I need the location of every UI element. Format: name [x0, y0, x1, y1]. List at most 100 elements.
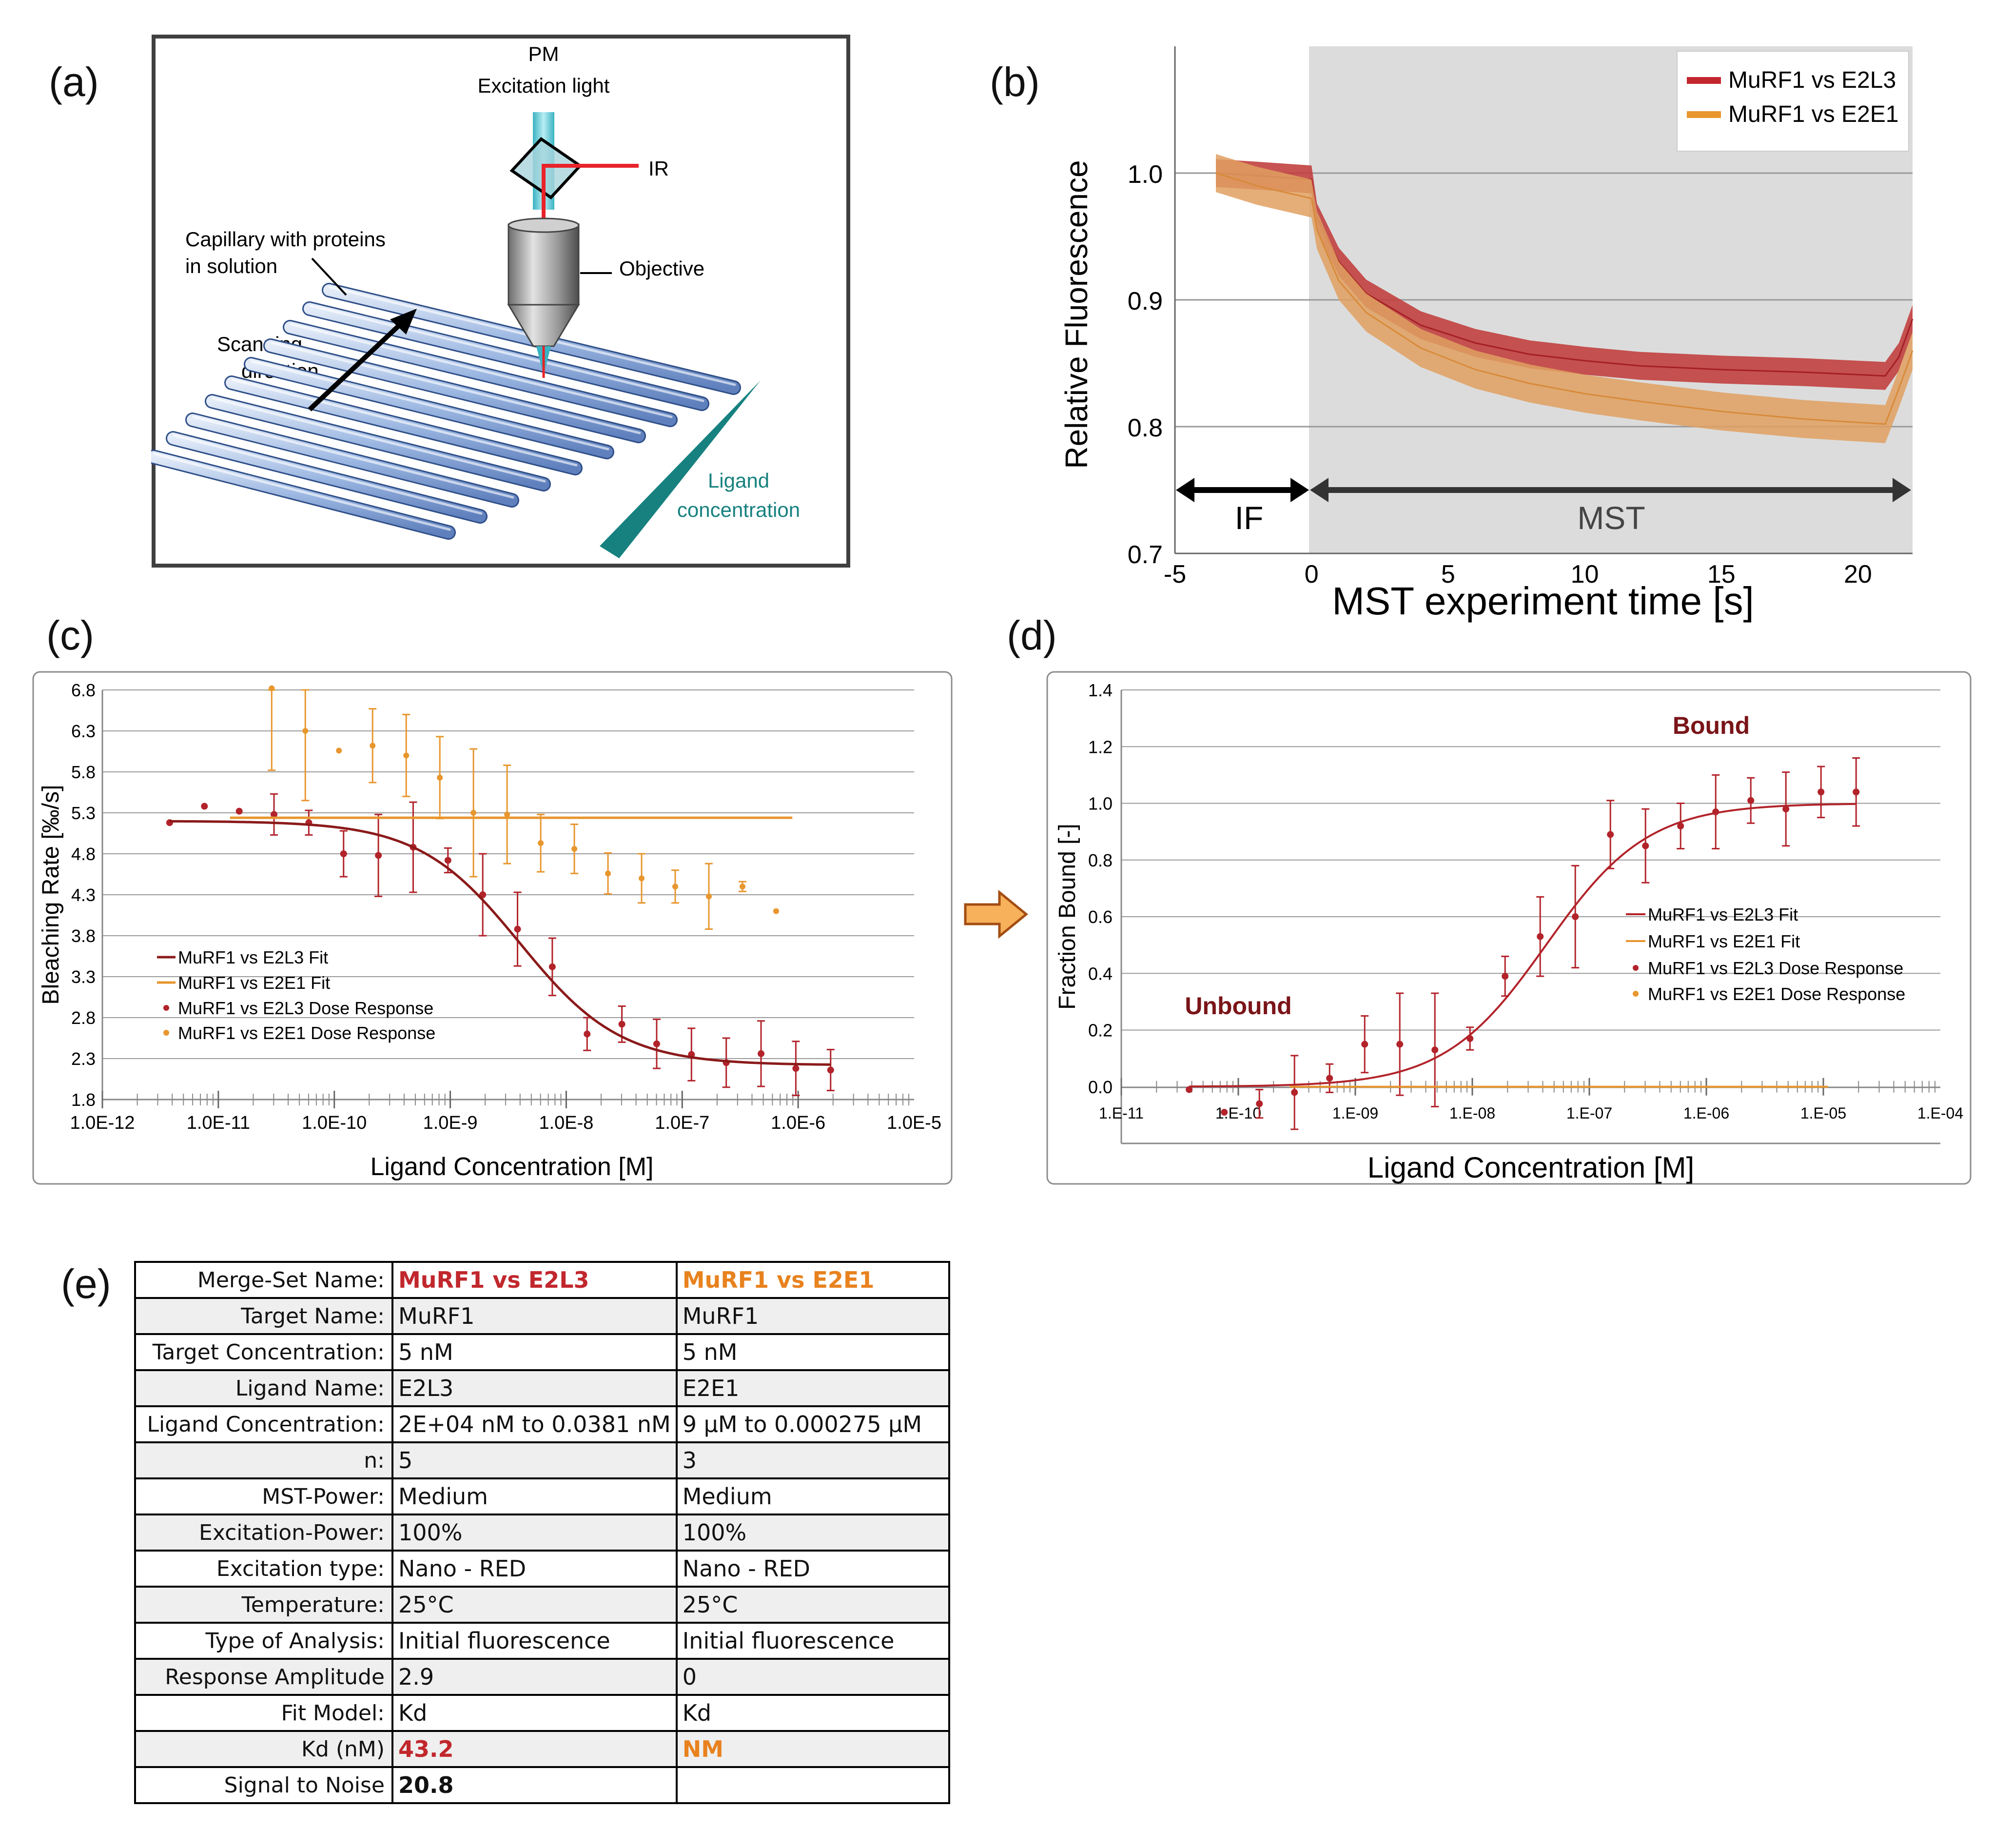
bound-annotation: Bound [1673, 712, 1750, 739]
table-cell-e2l3: Initial fluorescence [391, 1622, 678, 1660]
table-row: MST-Power: Medium Medium [134, 1477, 950, 1515]
parameters-table: Merge-Set Name: MuRF1 vs E2L3 MuRF1 vs E2E… [134, 1261, 950, 1804]
chart-b-xtick: 5 [1441, 560, 1455, 589]
table-row: Excitation type: Nano - RED Nano - RED [134, 1550, 950, 1588]
chart-c-legend: MuRF1 vs E2L3 Fit MuRF1 vs E2E1 Fit MuRF… [157, 947, 435, 1043]
chart-d-xtick: 1.E-07 [1566, 1104, 1612, 1122]
chart-c-xtick: 1.0E-6 [771, 1113, 825, 1133]
objective-tip [507, 304, 580, 347]
chart-b-legend [1677, 51, 1909, 152]
capillary-label-1: Capillary with proteins [185, 228, 386, 251]
data-point-e2e1 [705, 893, 712, 900]
panel-label-a: (a) [49, 59, 99, 105]
chart-d-xtick: 1.E-04 [1917, 1104, 1963, 1122]
data-point-e2l3 [792, 1065, 800, 1072]
chart-c-ytick: 1.8 [71, 1090, 96, 1110]
table-cell-e2l3: 2.9 [391, 1658, 678, 1696]
table-cell-e2l3: Medium [391, 1477, 678, 1515]
table-row-label: Merge-Set Name: [134, 1261, 393, 1299]
chart-d-ytick: 0.4 [1088, 963, 1113, 983]
table-row: Ligand Name: E2L3 E2E1 [134, 1369, 950, 1407]
chart-d-ytick: 0.8 [1088, 850, 1113, 870]
legend-d-e2l3-fit: MuRF1 vs E2L3 Fit [1648, 904, 1798, 924]
data-point-e2l3 [1186, 1086, 1193, 1093]
data-point-e2e1 [403, 752, 410, 759]
data-point-e2l3 [235, 807, 243, 815]
objective-label: Objective [619, 257, 704, 280]
data-point-e2e1 [470, 810, 477, 816]
data-point-e2e1 [739, 884, 745, 890]
chart-c-ytick: 3.8 [71, 926, 96, 946]
table-row: Kd (nM) 43.2 NM [134, 1730, 950, 1768]
data-point-e2e1 [571, 845, 578, 852]
data-point-e2l3 [618, 1021, 625, 1028]
table-row-label: Ligand Name: [134, 1369, 393, 1407]
table-cell-e2e1: 100% [675, 1514, 950, 1552]
chart-c-bleaching-rate: 1.8 2.3 2.8 3.3 3.8 4.3 4.8 5.3 5.8 6.3 6.8 1.0E-1… [32, 671, 953, 1185]
data-point-e2l3 [479, 891, 487, 898]
table-cell-e2l3: 2E+04 nM to 0.0381 nM [391, 1405, 678, 1443]
table-cell-e2l3: MuRF1 vs E2L3 [391, 1261, 678, 1299]
table-cell-e2e1: 5 nM [675, 1333, 950, 1371]
table-cell-e2e1: E2E1 [675, 1369, 950, 1407]
ir-laser-path [542, 164, 639, 239]
chart-d-legend: MuRF1 vs E2L3 Fit MuRF1 vs E2E1 Fit MuRF… [1626, 904, 1905, 1004]
table-cell-e2e1: Medium [675, 1477, 950, 1515]
table-row-label: Target Concentration: [134, 1333, 393, 1371]
data-point-e2e1 [672, 884, 679, 890]
table-row-label: Response Amplitude [134, 1658, 393, 1696]
table-row-label: Excitation-Power: [134, 1514, 393, 1552]
table-cell-e2e1: MuRF1 vs E2E1 [675, 1261, 950, 1299]
capillary-pointer-line [311, 257, 347, 296]
data-point-e2l3 [271, 811, 278, 818]
table-row: Excitation-Power: 100% 100% [134, 1514, 950, 1552]
data-point-e2l3 [758, 1050, 765, 1057]
table-row-label: Target Name: [134, 1297, 393, 1335]
table-row: Fit Model: Kd Kd [134, 1694, 950, 1732]
chart-c-xtick: 1.0E-11 [187, 1113, 250, 1133]
chart-c-xtick: 1.0E-8 [539, 1113, 593, 1133]
mst-setup-diagram: PM Excitation light IR Capillary with pr… [151, 35, 850, 568]
data-point-e2l3 [1677, 823, 1684, 829]
legend-c-e2l3-dose: MuRF1 vs E2L3 Dose Response [178, 998, 433, 1018]
table-row: Target Concentration: 5 nM 5 nM [134, 1333, 950, 1371]
chart-c-ytick: 4.8 [71, 844, 96, 864]
scanning-arrow-head [390, 309, 417, 334]
legend-c-e2e1-fit: MuRF1 vs E2E1 Fit [178, 973, 330, 993]
mst-label: MST [1577, 500, 1645, 536]
table-row-label: Fit Model: [134, 1694, 393, 1732]
table-cell-e2l3: MuRF1 [391, 1297, 678, 1335]
data-point-e2e1 [370, 743, 376, 749]
chart-d-ytick: 0.0 [1088, 1077, 1113, 1097]
chart-d-ytick: 1.4 [1088, 680, 1113, 700]
data-point-e2l3 [1747, 797, 1755, 804]
chart-d-fraction-bound: 0.00.20.40.60.81.01.21.4 1.E-11 1.E-10 1.E… [1046, 671, 1972, 1185]
chart-c-xtick: 1.0E-10 [302, 1113, 367, 1133]
data-point-e2e1 [605, 870, 611, 877]
table-cell-e2l3: E2L3 [391, 1369, 678, 1407]
chart-c-ytick: 2.3 [71, 1049, 96, 1069]
chart-d-ylabel: Fraction Bound [-] [1055, 824, 1080, 1010]
table-cell-e2l3: 5 [391, 1441, 678, 1479]
chart-d-xlabel: Ligand Concentration [M] [1368, 1151, 1694, 1184]
chart-d-xtick: 1.E-11 [1099, 1104, 1144, 1122]
chart-d-ytick: 1.0 [1088, 794, 1113, 814]
data-point-e2l3 [1431, 1046, 1439, 1054]
data-point-e2l3 [1361, 1041, 1368, 1048]
trace-band-e2e1 [1216, 154, 1913, 443]
chart-d-frame [1046, 671, 1972, 1185]
table-cell-e2e1: NM [675, 1730, 950, 1768]
table-cell-e2l3: 25°C [391, 1586, 678, 1624]
chart-b-ytick: 0.9 [1128, 287, 1163, 315]
chart-c-ytick: 3.3 [71, 967, 96, 987]
chart-b-ytick: 0.7 [1128, 541, 1163, 569]
data-point-e2l3 [444, 857, 451, 864]
table-row-label: Excitation type: [134, 1550, 393, 1588]
table-row: Type of Analysis: Initial fluorescence Ini… [134, 1622, 950, 1660]
data-point-e2l3 [827, 1066, 834, 1074]
chart-c-xlabel: Ligand Concentration [M] [370, 1153, 653, 1181]
data-point-e2l3 [1221, 1109, 1228, 1116]
legend-b-e2e1: MuRF1 vs E2E1 [1728, 101, 1898, 127]
data-point-e2l3 [1502, 973, 1509, 980]
objective-body [508, 223, 580, 306]
